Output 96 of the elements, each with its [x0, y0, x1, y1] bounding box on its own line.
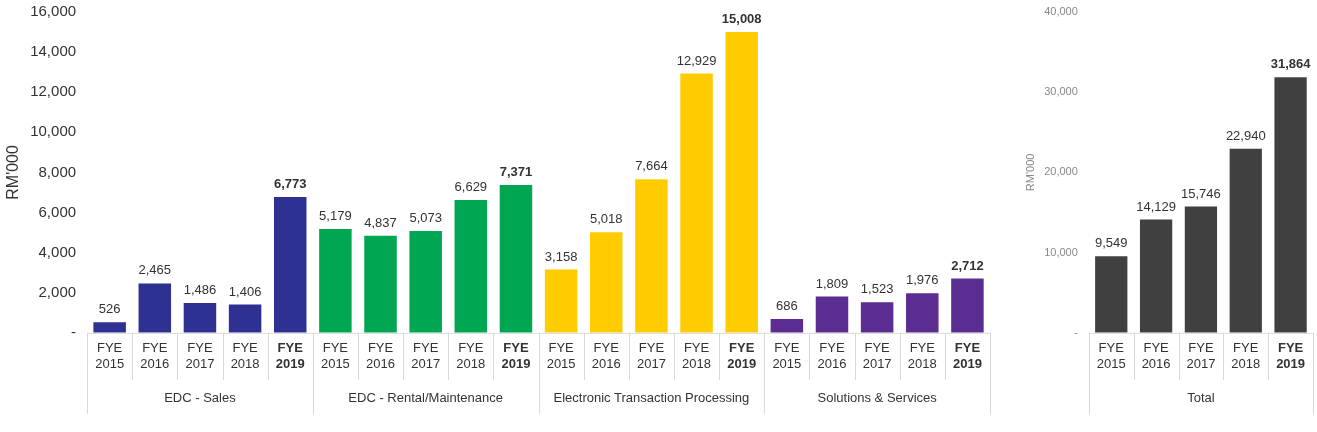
y-tick-label: 40,000: [1044, 5, 1078, 18]
bar: [1229, 148, 1262, 333]
text: Solutions & Services: [817, 390, 938, 406]
bar: [454, 199, 488, 333]
data-label: 686: [775, 298, 798, 314]
data-label: 15,746: [1181, 185, 1221, 201]
x-tick-label: FYE 2019: [1276, 340, 1306, 371]
y-tick-label: 10,000: [30, 122, 77, 140]
data-label: 14,129: [1136, 198, 1176, 214]
data-label: 31,864: [1270, 56, 1312, 72]
y-tick-label: 6,000: [38, 202, 77, 220]
bar: [770, 319, 804, 333]
x-tick-label: FYE 2018: [1231, 340, 1261, 371]
bar: [1274, 77, 1307, 333]
bar: [860, 302, 894, 333]
data-label: 7,664: [635, 158, 668, 174]
x-tick-label: FYE 2018: [682, 340, 712, 371]
y-axis-title: RM'000: [4, 144, 22, 200]
x-tick-label: FYE 2017: [1186, 340, 1216, 371]
text: EDC - Rental/Maintenance: [348, 390, 503, 406]
bar: [364, 235, 397, 333]
y-tick-label: 8,000: [38, 162, 77, 180]
bar: [544, 269, 578, 333]
x-tick-label: FYE 2016: [1141, 340, 1171, 371]
data-label: 6,773: [273, 176, 307, 192]
bar: [319, 228, 352, 333]
data-label: 2,465: [138, 262, 172, 278]
y-axis-title: RM'000: [1023, 153, 1036, 192]
data-label: 1,523: [860, 281, 894, 297]
bar: [951, 278, 984, 333]
data-label: 4,837: [364, 214, 397, 230]
data-label: 1,976: [906, 272, 939, 288]
text: Total: [1187, 390, 1215, 406]
x-tick-label: FYE 2016: [140, 340, 170, 371]
data-label: 7,371: [499, 164, 533, 180]
x-tick-label: FYE 2019: [727, 340, 757, 371]
x-tick-label: FYE 2015: [546, 340, 576, 371]
data-label: 12,929: [676, 52, 717, 68]
bar: [183, 303, 217, 333]
bar: [1095, 256, 1128, 333]
x-tick-label: FYE 2017: [636, 340, 666, 371]
bar: [409, 231, 442, 333]
bar: [499, 185, 533, 333]
bar: [815, 296, 849, 333]
x-tick-label: FYE 2016: [366, 340, 395, 371]
data-label: 2,712: [951, 257, 984, 273]
bar: [273, 197, 307, 333]
data-label: 1,406: [228, 283, 262, 299]
x-tick-label: FYE 2018: [456, 340, 486, 371]
x-tick-label: FYE 2018: [230, 340, 260, 371]
bar: [93, 322, 126, 333]
x-tick-label: FYE 2019: [275, 340, 305, 371]
x-tick-label: FYE 2019: [501, 340, 531, 371]
y-tick-label: 14,000: [30, 42, 77, 60]
y-tick-label: 12,000: [30, 82, 77, 100]
x-tick-label: FYE 2016: [591, 340, 621, 371]
data-label: 9,549: [1094, 235, 1128, 251]
bar: [906, 293, 939, 333]
x-tick-label: FYE 2018: [907, 340, 937, 371]
data-label: 5,018: [589, 211, 623, 227]
x-tick-label: FYE 2016: [817, 340, 847, 371]
data-label: 22,940: [1225, 127, 1266, 143]
y-tick-label: 30,000: [1044, 85, 1078, 98]
bar: [680, 73, 713, 333]
data-label: 6,629: [454, 178, 488, 194]
x-tick-label: FYE 2015: [320, 340, 350, 371]
x-tick-label: FYE 2015: [772, 340, 802, 371]
data-label: 5,073: [409, 210, 442, 226]
x-tick-label: FYE 2017: [185, 340, 215, 371]
x-tick-label: FYE 2015: [1096, 340, 1126, 371]
data-label: 3,158: [544, 248, 578, 264]
text: Electronic Transaction Processing: [553, 390, 750, 406]
y-tick-label: -: [1074, 325, 1079, 338]
y-tick-label: 10,000: [1044, 245, 1078, 258]
x-tick-label: FYE 2017: [411, 340, 441, 371]
bar: [1184, 206, 1218, 333]
y-tick-label: -: [71, 322, 77, 340]
x-tick-label: FYE 2019: [952, 340, 982, 371]
data-label: 15,008: [721, 10, 762, 26]
data-label: 1,809: [815, 275, 849, 291]
bar: [635, 179, 668, 333]
data-label: 1,486: [183, 282, 217, 298]
y-tick-label: 20,000: [1044, 165, 1078, 178]
text: EDC - Sales: [164, 390, 237, 406]
data-label: 526: [98, 301, 121, 317]
x-tick-label: FYE 2017: [862, 340, 892, 371]
bar: [228, 304, 262, 333]
x-tick-label: FYE 2015: [95, 340, 125, 371]
bar: [1139, 219, 1173, 333]
bar: [138, 283, 172, 333]
y-tick-label: 4,000: [38, 242, 77, 260]
data-label: 5,179: [319, 208, 352, 224]
bar: [725, 31, 758, 333]
y-tick-label: 16,000: [30, 2, 77, 20]
y-tick-label: 2,000: [38, 282, 77, 300]
bar: [590, 232, 623, 333]
